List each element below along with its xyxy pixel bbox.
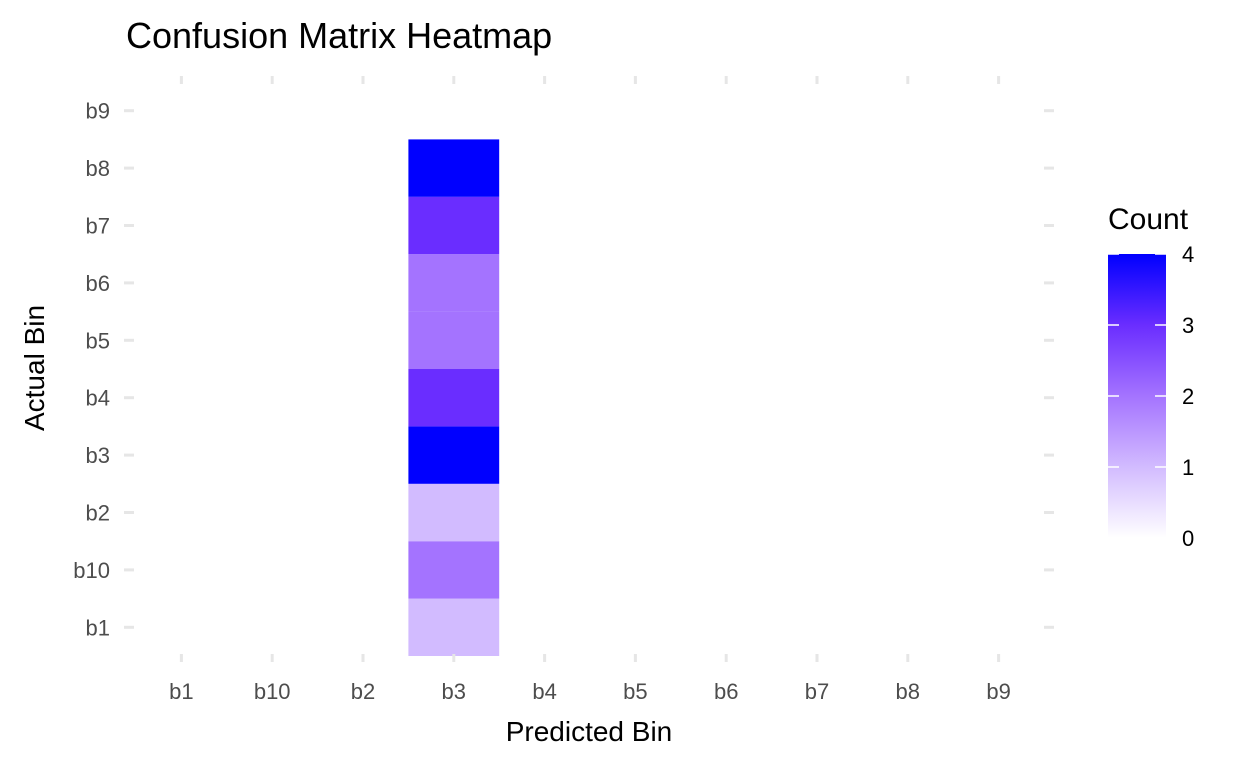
y-tick-label-b9: b9 xyxy=(86,99,110,124)
heatmap-cell-b3-b4 xyxy=(408,369,500,427)
x-tick-label-b2: b2 xyxy=(351,679,375,704)
legend-label-1: 1 xyxy=(1182,455,1194,480)
y-tick-label-b4: b4 xyxy=(86,386,110,411)
x-tick-label-b5: b5 xyxy=(623,679,647,704)
x-tick-label-b4: b4 xyxy=(532,679,556,704)
y-tick-label-b10: b10 xyxy=(73,558,110,583)
x-tick-label-b6: b6 xyxy=(714,679,738,704)
plot-area xyxy=(408,139,500,656)
y-axis: b1 b10 b2 b3 b4 b5 b6 b7 b8 b9 xyxy=(73,99,1054,640)
x-axis-title: Predicted Bin xyxy=(506,716,673,747)
legend-ticks: 0 1 2 3 4 xyxy=(1108,242,1194,551)
x-tick-label-b3: b3 xyxy=(442,679,466,704)
y-tick-label-b5: b5 xyxy=(86,328,110,353)
legend-label-4: 4 xyxy=(1182,242,1194,267)
x-axis: b1 b10 b2 b3 b4 b5 b6 b7 b8 b9 xyxy=(169,76,1011,704)
heatmap-cell-b3-b2 xyxy=(408,483,500,542)
y-tick-label-b7: b7 xyxy=(86,214,110,239)
x-tick-label-b7: b7 xyxy=(805,679,829,704)
y-tick-label-b8: b8 xyxy=(86,156,110,181)
x-tick-label-b1: b1 xyxy=(169,679,193,704)
y-tick-label-b2: b2 xyxy=(86,501,110,526)
chart-title: Confusion Matrix Heatmap xyxy=(126,15,552,56)
y-tick-label-b1: b1 xyxy=(86,615,110,640)
heatmap-cell-b3-b1 xyxy=(408,598,500,656)
heatmap-cell-b3-b3 xyxy=(408,426,500,484)
x-tick-label-b8: b8 xyxy=(896,679,920,704)
y-tick-label-b6: b6 xyxy=(86,271,110,296)
legend-label-2: 2 xyxy=(1182,384,1194,409)
legend-label-3: 3 xyxy=(1182,313,1194,338)
legend: Count 0 1 2 3 4 xyxy=(1108,203,1194,551)
heatmap-cell-b3-b10 xyxy=(408,541,500,599)
x-tick-label-b10: b10 xyxy=(254,679,291,704)
x-tick-label-b9: b9 xyxy=(986,679,1010,704)
y-axis-title: Actual Bin xyxy=(19,305,50,431)
heatmap-cell-b3-b8 xyxy=(408,139,500,197)
legend-title: Count xyxy=(1108,203,1189,236)
legend-label-0: 0 xyxy=(1182,526,1194,551)
heatmap-cell-b3-b6 xyxy=(408,254,500,312)
y-tick-label-b3: b3 xyxy=(86,443,110,468)
heatmap-cell-b3-b7 xyxy=(408,196,500,255)
heatmap-cell-b3-b5 xyxy=(408,311,500,369)
